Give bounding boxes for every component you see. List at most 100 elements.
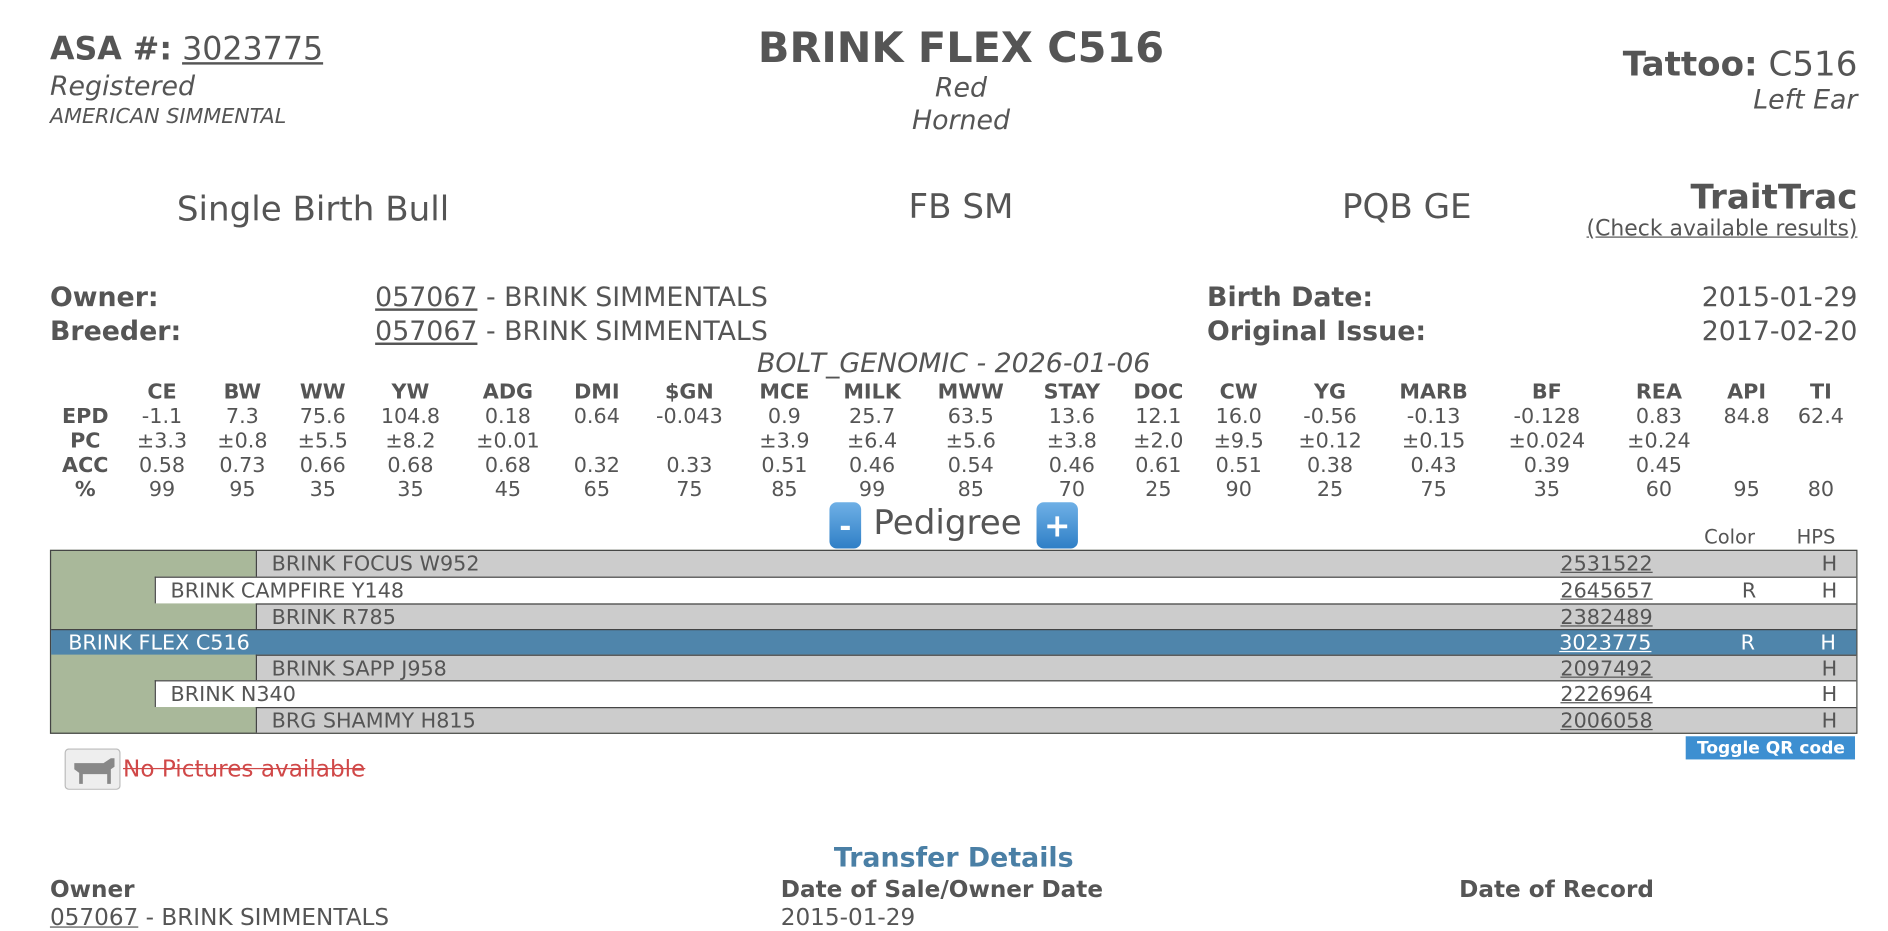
registration-number[interactable]: 3023775 — [1559, 631, 1652, 656]
owner-id[interactable]: 057067 — [375, 282, 478, 314]
registration-number[interactable]: 2097492 — [1560, 657, 1653, 682]
epd-cell: ±0.15 — [1401, 429, 1466, 454]
animal-name[interactable]: BRINK R785 — [271, 605, 396, 630]
epd-cell: -0.128 — [1513, 404, 1581, 430]
epd-cell: 63.5 — [947, 404, 994, 430]
epd-cell: 35 — [1533, 477, 1561, 503]
birth-type: Single Birth Bull — [176, 188, 450, 230]
epd-cell: 13.6 — [1048, 404, 1095, 430]
no-pictures: No Pictures available — [123, 755, 366, 783]
epd-cell: 90 — [1225, 477, 1252, 503]
epd-column-header: API — [1727, 380, 1767, 405]
registration-number[interactable]: 2006058 — [1560, 709, 1653, 734]
epd-cell: ±5.5 — [297, 429, 348, 454]
epd-cell: -0.043 — [656, 404, 723, 430]
epd-column-header: MWW — [937, 380, 1004, 405]
hps-header: HPS — [1796, 525, 1836, 549]
animal-name[interactable]: BRINK N340 — [170, 683, 296, 708]
epd-cell: 84.8 — [1723, 404, 1770, 430]
tattoo: C516 — [1768, 43, 1858, 85]
epd-cell: 12.1 — [1135, 404, 1182, 430]
traittrac-link[interactable]: (Check available results) — [1586, 215, 1858, 242]
epd-cell: -0.13 — [1406, 404, 1461, 430]
registration-number[interactable]: 2645657 — [1560, 579, 1653, 604]
transfer-sale-date: 2015-01-29 — [780, 904, 916, 931]
epd-cell: 0.68 — [387, 453, 434, 478]
epd-cell: ±0.024 — [1508, 429, 1586, 454]
expand-label: + — [1043, 508, 1071, 545]
breeder-label: Breeder: — [49, 316, 182, 348]
owner-label: Owner: — [49, 282, 159, 314]
registration-number[interactable]: 2382489 — [1560, 605, 1653, 630]
transfer-owner: 057067 - BRINK SIMMENTALS — [49, 904, 389, 931]
epd-cell: ±0.8 — [217, 429, 268, 454]
tattoo-line: Tattoo: C516 — [1623, 47, 1858, 82]
collapse-button[interactable]: - — [829, 502, 862, 549]
epd-column-header: DOC — [1133, 380, 1184, 405]
epd-cell: ±2.0 — [1133, 429, 1184, 454]
owner-value: 057067 - BRINK SIMMENTALS — [375, 285, 768, 312]
epd-cell: 0.51 — [761, 453, 808, 478]
epd-cell: -1.1 — [141, 404, 183, 430]
hps: H — [1820, 631, 1837, 656]
transfer-owner-id[interactable]: 057067 — [49, 904, 139, 931]
animal-color: R — [1741, 579, 1757, 604]
owner-name: - BRINK SIMMENTALS — [485, 282, 768, 314]
color-header: Color — [1704, 525, 1756, 549]
hps: H — [1821, 709, 1838, 734]
epd-cell: 0.45 — [1635, 453, 1682, 478]
animal-name[interactable]: BRINK SAPP J958 — [271, 657, 447, 682]
animal-name[interactable]: BRG SHAMMY H815 — [271, 709, 476, 734]
epd-cell: 0.33 — [666, 453, 713, 478]
epd-cell: 95 — [1733, 477, 1760, 503]
collapse-label: - — [839, 509, 852, 544]
epd-cell: 35 — [309, 477, 336, 503]
epd-row-label: PC — [70, 429, 101, 454]
epd-cell: 45 — [494, 477, 522, 503]
horn-status: Horned — [911, 106, 1011, 137]
hps: H — [1821, 657, 1838, 682]
asa-number[interactable]: 3023775 — [182, 31, 324, 69]
epd-cell: 25 — [1145, 477, 1172, 503]
pedigree-row: BRINK N340 2226964 H — [154, 680, 1857, 708]
epd-cell: 75 — [676, 477, 703, 503]
animal-name[interactable]: BRINK CAMPFIRE Y148 — [170, 579, 405, 604]
registration-number[interactable]: 2531522 — [1560, 552, 1653, 577]
qr-button-label: Toggle QR code — [1696, 738, 1845, 759]
birth-date-label: Birth Date: — [1207, 282, 1374, 314]
registration-number[interactable]: 2226964 — [1560, 683, 1653, 708]
breeder-id[interactable]: 057067 — [375, 316, 478, 348]
epd-cell: 75 — [1420, 477, 1447, 503]
epd-cell: ±6.4 — [846, 429, 898, 454]
transfer-header: Owner — [49, 876, 135, 904]
animal-name[interactable]: BRINK FLEX C516 — [68, 631, 250, 656]
breed: AMERICAN SIMMENTAL — [49, 104, 287, 130]
epd-cell: 16.0 — [1215, 404, 1262, 430]
expand-button[interactable]: + — [1036, 502, 1078, 549]
epd-column-header: MILK — [843, 380, 901, 405]
pedigree-table: BRINK FOCUS W952 2531522 H BRINK CAMPFIRE Y… — [49, 549, 1858, 734]
pedigree-row: BRINK CAMPFIRE Y148 2645657 R H — [154, 576, 1857, 604]
epd-cell: 25.7 — [849, 404, 896, 430]
animal-color: R — [1740, 631, 1756, 656]
pedigree-row: BRINK FOCUS W952 2531522 H — [255, 550, 1857, 577]
epd-column-header: BW — [223, 380, 262, 405]
epd-cell: ±8.2 — [385, 429, 436, 454]
breed-code: FB SM — [908, 186, 1014, 227]
epd-cell: 80 — [1807, 477, 1835, 503]
epd-cell: 0.46 — [849, 453, 896, 478]
animal-color: Red — [934, 73, 988, 104]
epd-cell: ±3.8 — [1046, 429, 1097, 454]
transfer-title: Transfer Details — [833, 843, 1074, 875]
epd-cell: 0.32 — [573, 453, 620, 478]
qr-button[interactable]: Toggle QR code — [1685, 736, 1856, 760]
genomic-status: PQB GE — [1341, 186, 1472, 227]
transfer-header: Date of Record — [1459, 876, 1654, 904]
pedigree-row: BRINK SAPP J958 2097492 H — [255, 654, 1857, 682]
hps: H — [1821, 579, 1838, 604]
epd-cell: 0.83 — [1635, 404, 1682, 430]
animal-name[interactable]: BRINK FOCUS W952 — [271, 552, 480, 577]
epd-cell: ±0.24 — [1627, 429, 1691, 454]
animal-name: BRINK FLEX C516 — [757, 24, 1165, 74]
